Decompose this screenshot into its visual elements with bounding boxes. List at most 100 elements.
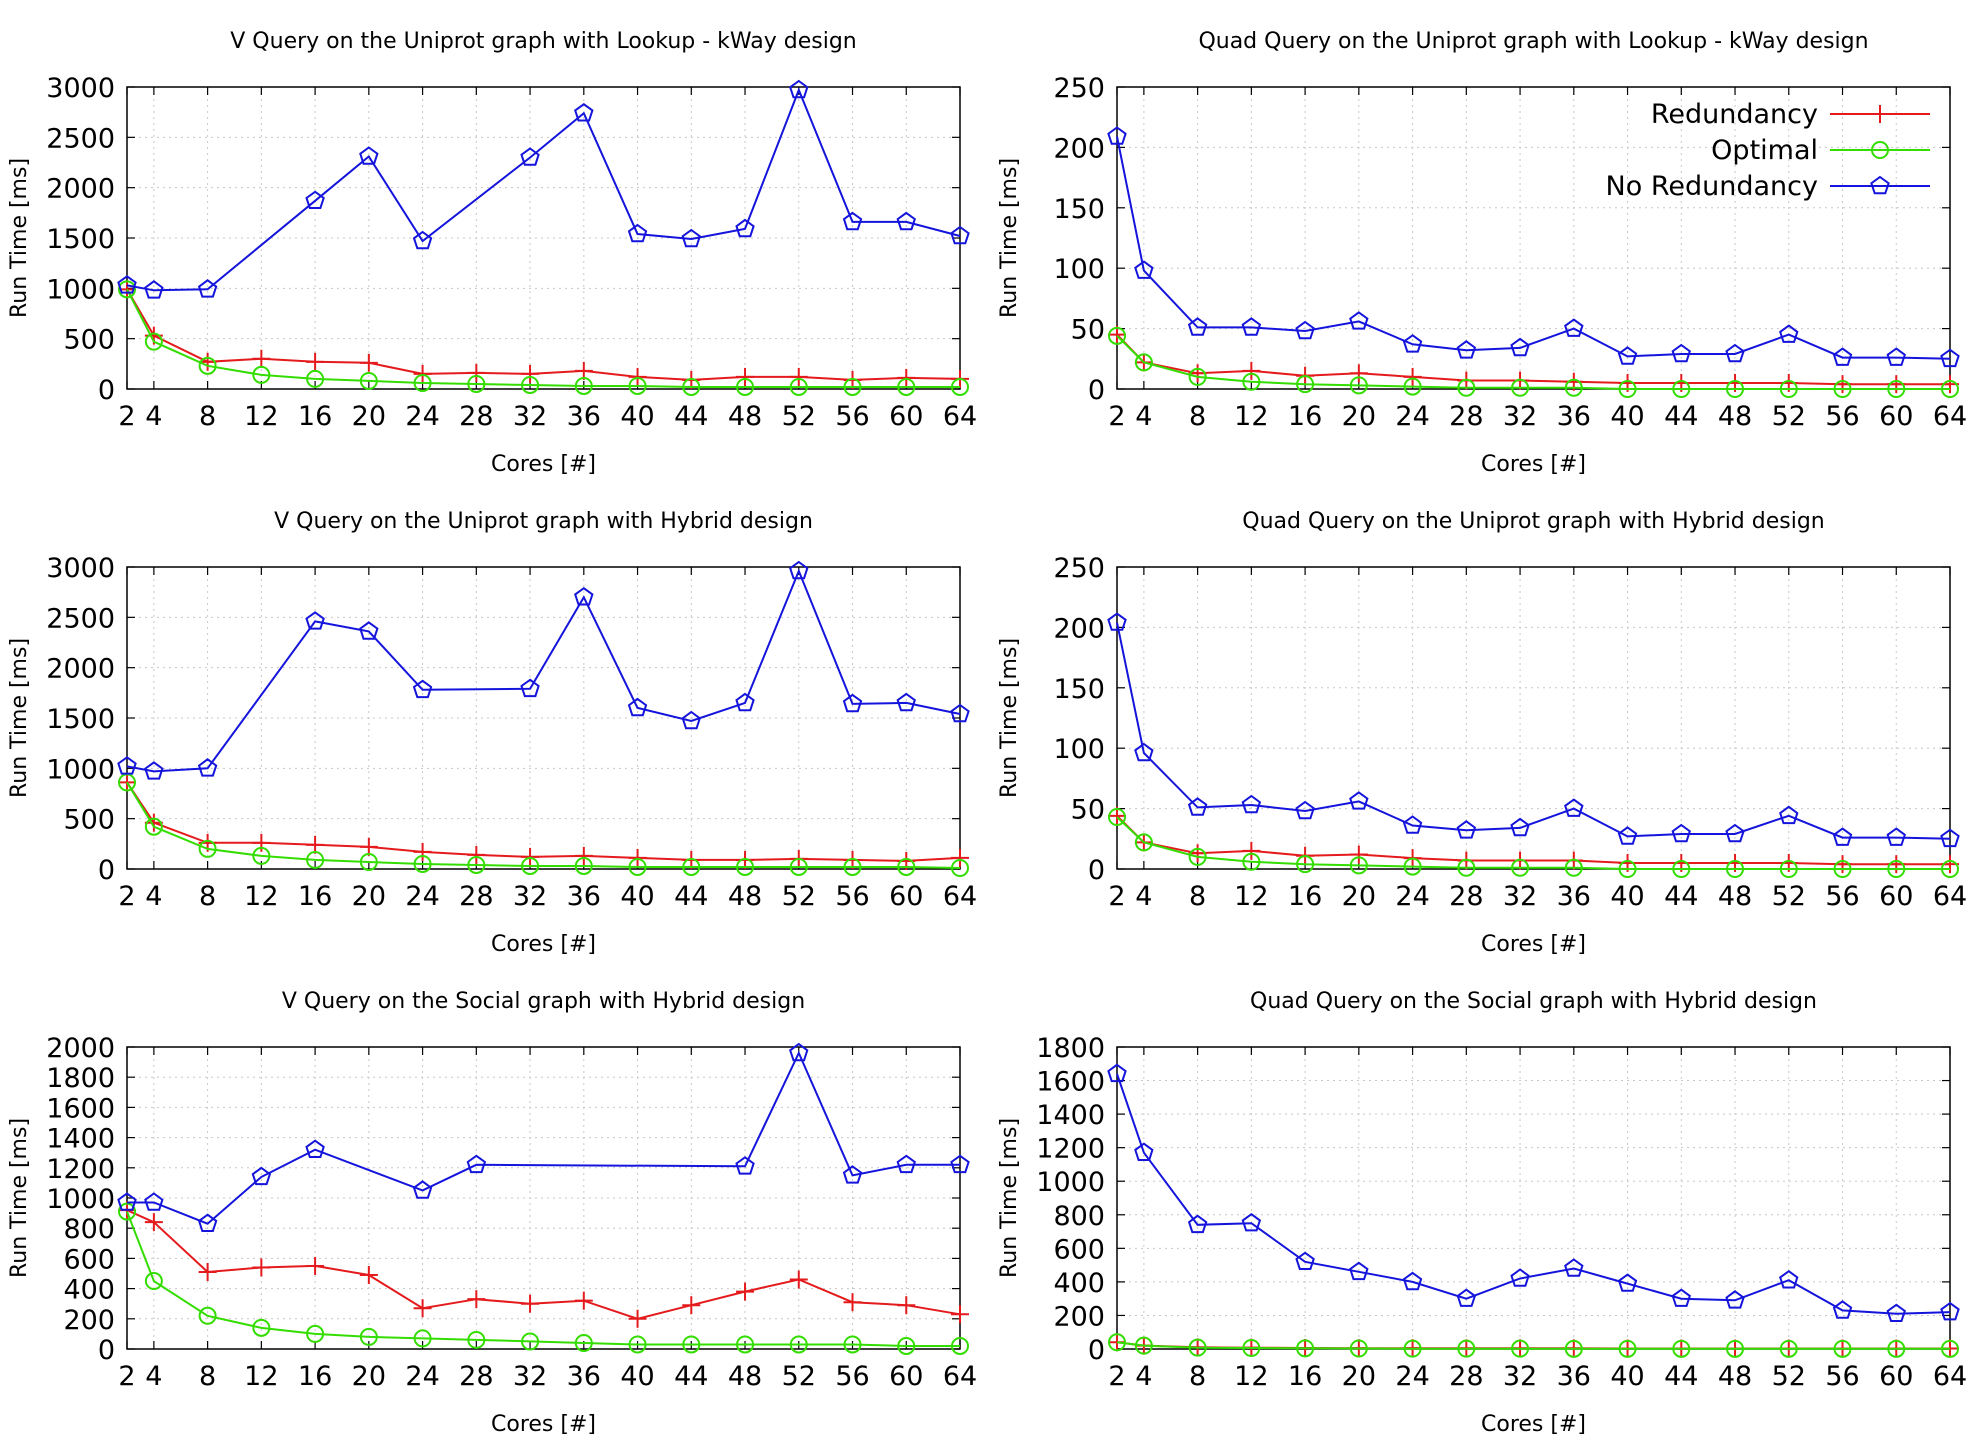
data-point-optimal	[1242, 372, 1261, 391]
data-point-optimal	[1941, 860, 1959, 878]
chart-title: V Query on the Social graph with Hybrid …	[282, 989, 805, 1014]
y-tick-label: 1400	[46, 1124, 115, 1155]
y-tick-label: 2000	[46, 1033, 115, 1064]
data-point-optimal	[843, 857, 862, 876]
data-point-no-redundancy	[950, 703, 970, 723]
data-point-optimal	[252, 846, 271, 865]
x-tick-label: 16	[1288, 1361, 1322, 1392]
data-point-redundancy	[521, 1294, 540, 1313]
data-point-no-redundancy	[1617, 346, 1638, 365]
y-tick-label: 0	[1088, 1335, 1105, 1366]
series-line-optimal	[1116, 816, 1950, 870]
data-point-optimal	[1779, 380, 1798, 398]
data-point-redundancy	[1403, 367, 1422, 386]
data-point-redundancy	[1188, 844, 1207, 863]
x-tick-label: 64	[1933, 881, 1967, 912]
data-point-no-redundancy	[574, 586, 594, 606]
data-point-no-redundancy	[896, 692, 916, 712]
y-tick-label: 1000	[1036, 1167, 1105, 1198]
data-point-redundancy	[413, 364, 432, 383]
x-tick-label: 60	[889, 401, 923, 432]
x-tick-label: 16	[298, 1361, 332, 1392]
data-point-no-redundancy	[1886, 347, 1906, 366]
legend: Redundancy Optimal No Redundancy	[1606, 99, 1930, 202]
legend-marker-no-redundancy	[1870, 175, 1890, 195]
y-tick-label: 250	[1053, 553, 1105, 584]
data-point-no-redundancy	[842, 211, 863, 231]
y-tick-label: 50	[1071, 795, 1105, 826]
data-point-no-redundancy	[1510, 817, 1530, 837]
data-point-optimal	[306, 1324, 325, 1343]
data-point-redundancy	[574, 361, 593, 380]
data-point-optimal	[1457, 858, 1476, 877]
data-point-optimal	[1349, 1339, 1368, 1358]
x-tick-label: 20	[352, 881, 386, 912]
data-point-optimal	[1833, 860, 1852, 878]
data-point-no-redundancy	[197, 279, 218, 298]
x-tick-label: 8	[1189, 401, 1206, 432]
series-line-no-redundancy	[126, 87, 961, 292]
data-point-optimal	[1726, 380, 1745, 398]
data-point-no-redundancy	[1671, 823, 1691, 843]
data-point-no-redundancy	[1107, 1063, 1127, 1083]
data-point-optimal	[628, 1335, 647, 1354]
series-line-no-redundancy	[126, 568, 961, 773]
data-point-optimal	[252, 365, 271, 384]
y-tick-label: 400	[1053, 1268, 1105, 1299]
y-tick-label: 500	[63, 325, 115, 356]
data-point-optimal	[1833, 380, 1852, 398]
series-optimal	[118, 1202, 969, 1355]
series-redundancy	[1108, 806, 1959, 874]
x-tick-label: 36	[1557, 401, 1591, 432]
y-axis-label: Run Time [ms]	[7, 158, 32, 318]
data-point-no-redundancy	[1187, 797, 1208, 816]
x-tick-label: 24	[405, 401, 439, 432]
x-tick-label: 48	[1718, 881, 1752, 912]
chart-title: V Query on the Uniprot graph with Lookup…	[230, 29, 856, 54]
series-no-redundancy	[117, 560, 970, 780]
data-point-no-redundancy	[117, 1192, 137, 1211]
data-point-redundancy	[521, 847, 540, 866]
data-point-no-redundancy	[842, 693, 863, 713]
data-point-no-redundancy	[359, 146, 379, 165]
x-tick-label: 8	[199, 401, 216, 432]
data-point-redundancy	[951, 848, 969, 867]
data-point-redundancy	[413, 1299, 432, 1318]
data-point-optimal	[144, 817, 163, 836]
data-point-redundancy	[951, 1305, 969, 1324]
data-point-optimal	[1349, 376, 1368, 395]
x-tick-label: 4	[1135, 1361, 1152, 1392]
y-tick-label: 800	[1053, 1201, 1105, 1232]
y-tick-label: 50	[1071, 315, 1105, 346]
data-point-no-redundancy	[1295, 320, 1315, 340]
series-optimal	[1108, 808, 1959, 878]
x-tick-label: 52	[782, 1361, 816, 1392]
data-point-no-redundancy	[627, 223, 648, 243]
data-point-optimal	[1134, 353, 1153, 372]
data-point-no-redundancy	[117, 275, 137, 294]
data-point-no-redundancy	[574, 102, 594, 122]
y-tick-label: 1000	[46, 754, 115, 785]
data-point-redundancy	[897, 1296, 916, 1315]
data-point-optimal	[1108, 1333, 1126, 1352]
data-point-no-redundancy	[1617, 826, 1638, 845]
data-point-redundancy	[628, 848, 647, 867]
x-tick-label: 24	[405, 1361, 439, 1392]
legend-label-optimal: Optimal	[1711, 135, 1818, 166]
data-point-no-redundancy	[144, 1192, 164, 1211]
data-point-optimal	[574, 1333, 593, 1352]
x-tick-label: 12	[244, 881, 278, 912]
data-point-no-redundancy	[1295, 1251, 1315, 1270]
y-tick-label: 0	[98, 1335, 115, 1366]
data-point-optimal	[521, 375, 540, 394]
data-point-no-redundancy	[117, 756, 137, 775]
data-point-no-redundancy	[1349, 311, 1369, 330]
data-point-no-redundancy	[735, 218, 755, 238]
x-tick-label: 64	[943, 401, 977, 432]
data-point-optimal	[1188, 1338, 1207, 1357]
data-point-optimal	[306, 369, 325, 388]
data-point-no-redundancy	[1402, 1271, 1423, 1291]
series-no-redundancy	[1107, 126, 1960, 368]
y-axis-label: Run Time [ms]	[7, 1118, 32, 1278]
y-tick-label: 1500	[46, 224, 115, 255]
